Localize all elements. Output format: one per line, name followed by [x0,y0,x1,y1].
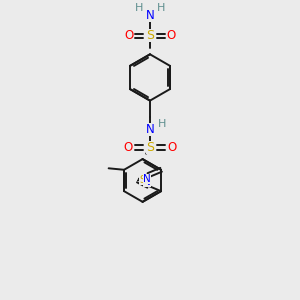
Text: S: S [146,141,154,154]
Text: N: N [143,177,151,187]
Text: O: O [167,141,177,154]
Text: S: S [140,176,146,185]
Text: O: O [167,29,176,42]
Text: O: O [123,141,133,154]
Text: N: N [143,174,151,184]
Text: H: H [134,3,143,13]
Text: N: N [146,9,154,22]
Text: N: N [146,123,154,136]
Text: H: H [158,119,166,129]
Text: O: O [124,29,133,42]
Text: S: S [146,29,154,42]
Text: H: H [157,3,166,13]
